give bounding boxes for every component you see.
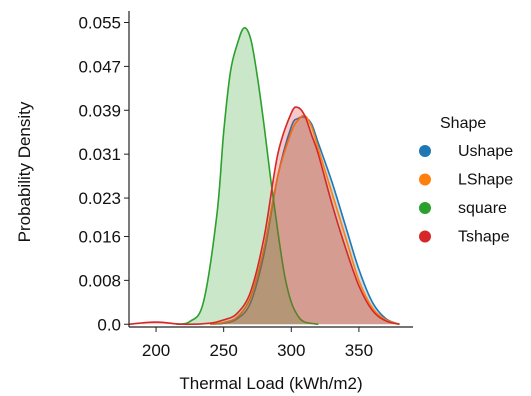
legend-swatch <box>419 173 431 186</box>
legend-item-ushape: Ushape <box>419 143 513 160</box>
density-fill-tshape <box>129 107 400 325</box>
x-ticks: 200 250 300 350 <box>142 327 373 360</box>
x-tick-label: 200 <box>142 341 170 360</box>
x-tick-label: 350 <box>345 341 373 360</box>
y-tick-label: 0.055 <box>78 13 121 32</box>
legend-items: Ushape LShape square Tshape <box>419 143 513 246</box>
axes: 0.0 0.008 0.016 0.023 0.031 0.039 0.047 0.055 2… <box>15 11 413 393</box>
legend-item-tshape: Tshape <box>419 229 510 246</box>
y-tick-label: 0.008 <box>78 271 121 290</box>
y-tick-label: 0.039 <box>78 101 121 120</box>
legend-swatch <box>419 145 431 157</box>
legend-label: Ushape <box>458 143 513 160</box>
y-tick-label: 0.016 <box>78 227 121 246</box>
legend-title: Shape <box>440 115 486 132</box>
y-axis-label: Probability Density <box>15 101 34 242</box>
y-tick-label: 0.031 <box>78 145 121 164</box>
density-fill-lshape <box>210 115 400 325</box>
y-ticks: 0.0 0.008 0.016 0.023 0.031 0.039 0.047 0.055 <box>78 13 129 334</box>
x-tick-label: 250 <box>209 341 237 360</box>
density-line-tshape <box>128 106 400 326</box>
legend-swatch <box>419 230 431 243</box>
legend-label: square <box>458 200 507 217</box>
y-tick-label: 0.023 <box>78 189 121 208</box>
x-tick-label: 300 <box>277 341 305 360</box>
density-areas <box>128 27 400 326</box>
x-axis-label: Thermal Load (kWh/m2) <box>179 374 362 393</box>
density-fill-ushape <box>210 116 400 325</box>
y-tick-label: 0.0 <box>97 315 121 334</box>
legend: Shape Ushape LShape square Tshape <box>419 115 513 246</box>
legend-label: Tshape <box>458 229 510 246</box>
legend-label: LShape <box>458 172 513 189</box>
legend-swatch <box>419 202 431 214</box>
legend-item-square: square <box>419 200 507 217</box>
legend-item-lshape: LShape <box>419 172 513 189</box>
density-line-square <box>176 27 319 326</box>
y-tick-label: 0.047 <box>78 57 121 76</box>
density-fill-square <box>176 27 319 325</box>
